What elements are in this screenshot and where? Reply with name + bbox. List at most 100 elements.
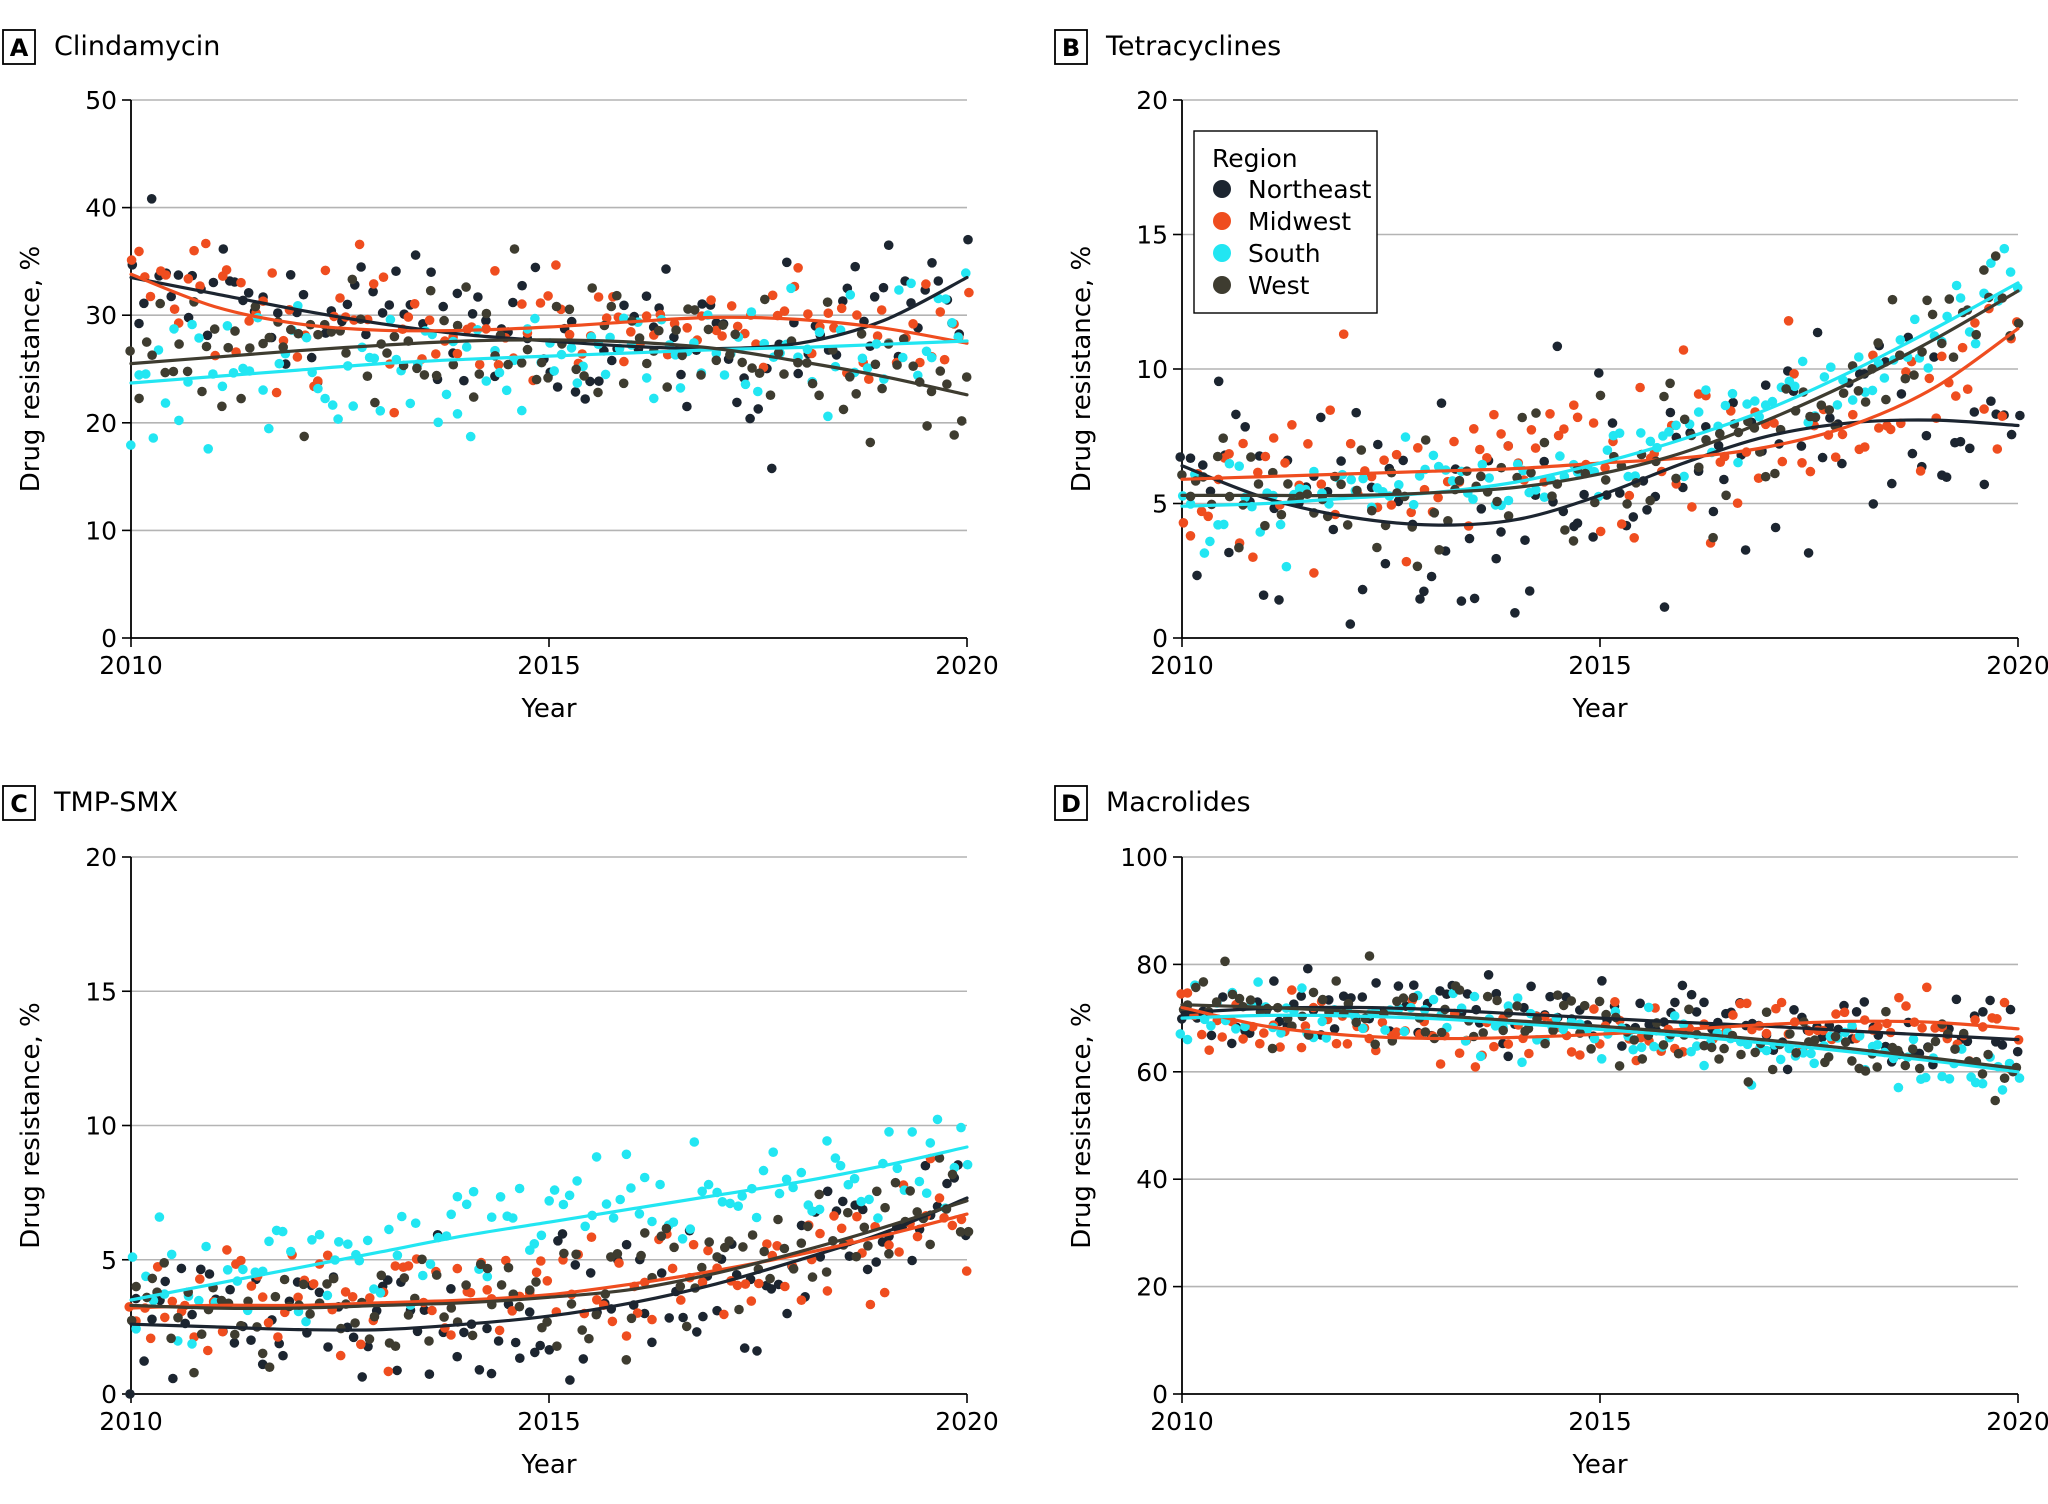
data-point-northeast	[438, 301, 449, 312]
panel-letter-box	[1054, 29, 1088, 65]
data-point-west	[1594, 996, 1605, 1007]
data-point-south	[1276, 1028, 1286, 1038]
data-point-south	[921, 1188, 932, 1198]
data-point-west	[1971, 329, 1981, 340]
data-point-northeast	[204, 1269, 215, 1279]
data-point-west	[1694, 462, 1704, 473]
data-point-midwest	[1287, 985, 1297, 995]
data-point-west	[431, 370, 442, 381]
data-point-northeast	[838, 296, 848, 306]
panel-letter: A	[10, 34, 29, 62]
x-axis-label: Year	[520, 1450, 576, 1480]
data-point-west	[1308, 987, 1319, 998]
data-point-midwest	[1203, 511, 1213, 522]
trend-line-midwest	[129, 272, 969, 345]
data-point-northeast	[697, 299, 707, 309]
data-point-west	[299, 431, 310, 442]
data-point-south	[1539, 492, 1550, 503]
data-point-northeast	[474, 1365, 485, 1375]
data-point-midwest	[703, 1245, 713, 1256]
data-point-south	[2014, 1073, 2025, 1083]
data-point-midwest	[292, 352, 303, 362]
data-point-south	[1321, 1033, 1332, 1043]
data-point-midwest	[1224, 449, 1234, 459]
data-point-midwest	[607, 1316, 618, 1327]
panel-letter-box	[1054, 785, 1088, 821]
data-point-south	[1428, 450, 1439, 461]
data-point-northeast	[871, 1257, 881, 1267]
data-point-midwest	[1217, 1032, 1227, 1042]
data-point-south	[940, 294, 951, 304]
data-point-south	[1775, 1054, 1786, 1065]
y-tick-label: 0	[101, 1380, 117, 1409]
data-point-south	[953, 332, 963, 342]
data-point-south	[354, 1255, 365, 1266]
data-point-west	[564, 304, 575, 315]
data-point-west	[737, 357, 747, 368]
data-point-west	[382, 348, 392, 358]
data-point-midwest	[740, 1279, 751, 1289]
data-point-northeast	[125, 1389, 135, 1399]
data-point-west	[703, 324, 714, 335]
data-point-south	[572, 378, 583, 388]
data-point-northeast	[1951, 994, 1962, 1005]
trend-line-northeast	[129, 1196, 969, 1332]
data-point-south	[169, 324, 179, 334]
data-point-northeast	[361, 329, 371, 340]
data-point-south	[1699, 1060, 1709, 1071]
panel-title: Macrolides	[1106, 787, 1251, 818]
data-point-west	[536, 357, 547, 368]
panel-letter-box	[2, 29, 36, 65]
data-point-south	[894, 285, 904, 295]
data-point-midwest	[1275, 1042, 1285, 1052]
x-tick-label: 2015	[1568, 651, 1632, 680]
data-point-west	[1922, 295, 1932, 306]
data-point-south	[564, 1190, 575, 1201]
data-point-northeast	[2005, 1004, 2016, 1015]
x-axis-label: Year	[520, 694, 576, 724]
data-point-west	[1743, 1077, 1754, 1087]
data-point-west	[1364, 951, 1375, 961]
data-point-south	[154, 1212, 165, 1222]
data-point-midwest	[1635, 382, 1645, 393]
data-point-northeast	[1175, 452, 1185, 462]
data-point-west	[155, 298, 165, 309]
data-point-west	[656, 1231, 667, 1241]
trend-line-west	[129, 338, 969, 397]
data-point-west	[1212, 451, 1223, 462]
data-point-south	[1199, 548, 1210, 558]
data-point-south	[932, 1114, 943, 1125]
data-point-midwest	[431, 349, 441, 359]
data-point-west	[1847, 1056, 1857, 1066]
data-point-west	[621, 1355, 632, 1365]
data-point-west	[760, 294, 770, 305]
data-point-south	[849, 1173, 860, 1184]
y-tick-label: 15	[85, 977, 117, 1006]
data-point-south	[857, 353, 868, 364]
data-point-midwest	[1894, 992, 1904, 1003]
data-point-south	[1531, 485, 1541, 495]
data-point-midwest	[1345, 438, 1356, 449]
data-point-south	[468, 1186, 479, 1197]
data-point-midwest	[1915, 466, 1926, 476]
data-point-west	[1177, 470, 1187, 480]
data-point-midwest	[852, 1211, 862, 1222]
data-point-northeast	[850, 261, 860, 272]
y-tick-label: 10	[1136, 355, 1168, 384]
data-point-midwest	[203, 1345, 213, 1356]
data-point-midwest	[1771, 1003, 1781, 1014]
data-point-south	[685, 1224, 696, 1234]
data-point-northeast	[419, 1305, 430, 1315]
legend-swatch-west	[1213, 276, 1231, 294]
data-point-midwest	[793, 263, 803, 273]
data-point-west	[278, 342, 289, 352]
data-point-midwest	[1997, 411, 2007, 422]
data-point-west	[461, 282, 471, 292]
data-point-south	[375, 406, 386, 416]
y-axis-label: Drug resistance, %	[16, 1002, 46, 1249]
y-tick-label: 20	[1136, 86, 1168, 115]
data-point-west	[961, 372, 972, 382]
data-point-south	[634, 1209, 645, 1219]
data-point-south	[1275, 519, 1286, 530]
data-point-west	[350, 1318, 360, 1328]
